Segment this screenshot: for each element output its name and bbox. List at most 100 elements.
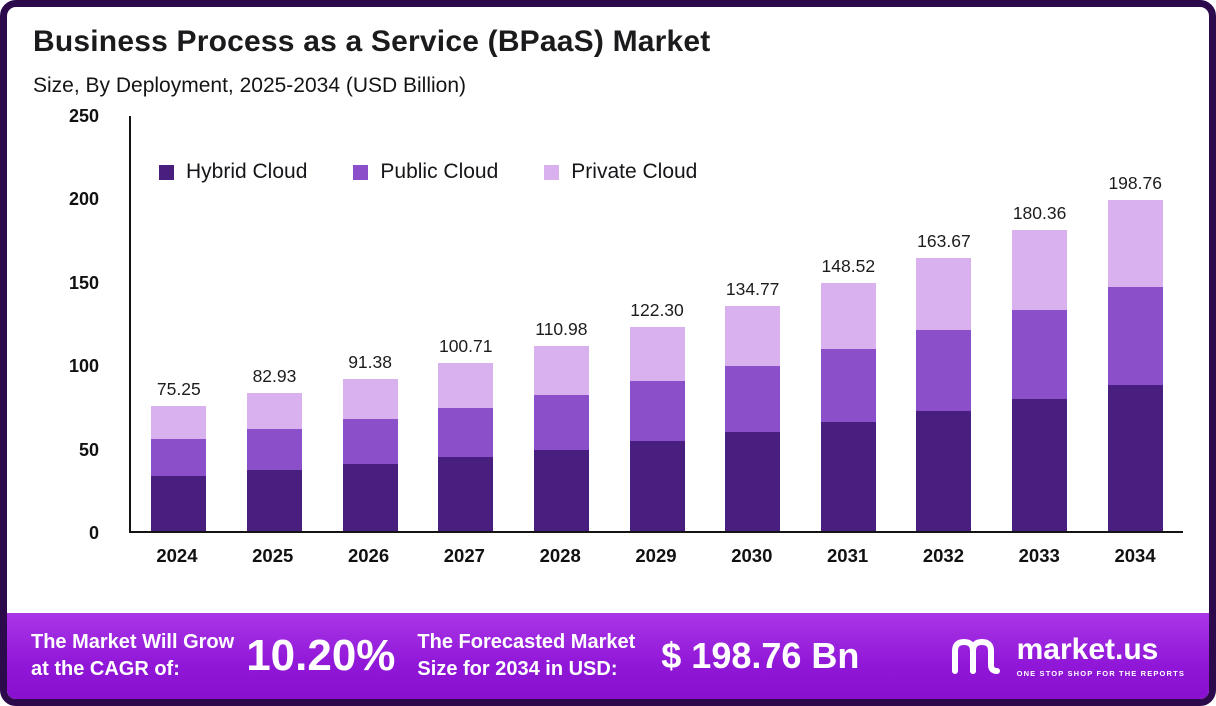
legend: Hybrid Cloud Public Cloud Private Cloud — [159, 160, 697, 184]
y-tick-label: 150 — [68, 272, 99, 293]
chart: 250 200 150 100 50 0 Hybrid Cloud Public Cloud… — [33, 106, 1183, 567]
bar-segment-hybrid-cloud — [916, 410, 972, 531]
stacked-bar — [820, 283, 876, 531]
bar-total-label: 100.71 — [438, 336, 493, 357]
bar-segment-public-cloud — [342, 418, 398, 464]
legend-item: Hybrid Cloud — [159, 160, 307, 184]
bar-segment-public-cloud — [629, 381, 685, 442]
stacked-bar — [629, 327, 685, 531]
brand: market.us ONE STOP SHOP FOR THE REPORTS — [949, 633, 1185, 679]
x-axis-label: 2032 — [922, 545, 964, 566]
stacked-bar — [533, 345, 589, 531]
stacked-bar — [151, 405, 207, 531]
x-axis-label: 2030 — [731, 545, 773, 566]
bar-segment-public-cloud — [820, 348, 876, 422]
legend-item: Public Cloud — [353, 160, 498, 184]
x-axis-label: 2026 — [347, 545, 390, 566]
bar-segment-hybrid-cloud — [629, 441, 685, 531]
bar-segment-hybrid-cloud — [151, 475, 207, 531]
bar-segment-private-cloud — [438, 363, 494, 408]
bar-segment-private-cloud — [916, 258, 972, 331]
y-tick-label: 100 — [68, 356, 99, 377]
bar-group: 91.38 — [322, 116, 418, 531]
bar-segment-private-cloud — [246, 392, 302, 430]
y-axis: 250 200 150 100 50 0 — [33, 106, 99, 543]
bar-segment-hybrid-cloud — [1107, 385, 1163, 531]
bar-segment-hybrid-cloud — [533, 449, 589, 531]
forecast-label-line1: The Forecasted Market — [417, 631, 636, 653]
bar-segment-hybrid-cloud — [725, 432, 781, 531]
stacked-bar — [725, 306, 781, 531]
bar-total-label: 163.67 — [917, 231, 971, 252]
bar-segment-public-cloud — [1012, 309, 1068, 399]
bar-segment-private-cloud — [533, 345, 589, 396]
plot-column: Hybrid Cloud Public Cloud Private Cloud 75… — [129, 116, 1183, 567]
bar-group: 198.76 — [1087, 116, 1183, 531]
x-axis-label: 2029 — [635, 545, 677, 566]
page-title: Business Process as a Service (BPaaS) Ma… — [33, 25, 711, 58]
x-axis-label: 2033 — [1018, 545, 1060, 566]
bar-group: 110.98 — [514, 116, 610, 531]
y-tick-label: 250 — [68, 106, 99, 126]
stacked-bar — [438, 363, 494, 531]
bar-group: 148.52 — [800, 116, 896, 531]
bar-segment-public-cloud — [725, 365, 781, 433]
bar-total-label: 75.25 — [156, 378, 201, 399]
forecast-label: The Forecasted Market Size for 2034 in U… — [417, 629, 635, 683]
stacked-bar — [1107, 199, 1163, 531]
page-subtitle: Size, By Deployment, 2025-2034 (USD Bill… — [33, 74, 467, 97]
cagr-value: 10.20% — [246, 631, 396, 680]
cagr-label-line1: The Market Will Grow — [31, 631, 235, 653]
bar-total-label: 91.38 — [348, 351, 392, 372]
bar-segment-private-cloud — [725, 306, 781, 366]
bar-segment-private-cloud — [629, 327, 685, 382]
legend-label: Private Cloud — [571, 160, 698, 183]
x-axis-label: 2028 — [539, 545, 581, 566]
cagr-label: The Market Will Grow at the CAGR of: — [31, 629, 234, 683]
x-axis-label: 2027 — [443, 545, 485, 566]
market-us-logo-icon — [951, 638, 1000, 674]
bar-group: 163.67 — [896, 116, 992, 531]
legend-item: Private Cloud — [544, 160, 697, 184]
legend-swatch — [353, 164, 369, 180]
bar-segment-private-cloud — [820, 283, 876, 349]
bar-group: 180.36 — [992, 116, 1088, 531]
bar-segment-public-cloud — [533, 395, 589, 450]
bar-total-label: 148.52 — [821, 256, 876, 277]
x-axis-labels: 2024 2025 2026 2027 2028 2029 2030 2031 2032 2033… — [129, 545, 1183, 567]
bar-group: 100.71 — [418, 116, 514, 531]
bar-total-label: 180.36 — [1012, 203, 1067, 224]
legend-label: Public Cloud — [380, 160, 499, 183]
legend-swatch — [159, 164, 174, 180]
x-axis-label: 2031 — [827, 545, 869, 566]
plot: Hybrid Cloud Public Cloud Private Cloud 75… — [129, 116, 1183, 533]
forecast-label-line2: Size for 2034 in USD: — [417, 658, 618, 680]
bar-total-label: 134.77 — [725, 279, 780, 300]
bar-segment-public-cloud — [151, 438, 207, 476]
bar-group: 82.93 — [227, 116, 323, 531]
bar-segment-private-cloud — [151, 405, 207, 439]
x-axis-label: 2034 — [1114, 545, 1156, 566]
bar-segment-public-cloud — [438, 407, 494, 458]
bar-total-label: 198.76 — [1108, 172, 1162, 193]
y-tick-label: 50 — [78, 439, 99, 460]
bar-group: 122.30 — [609, 116, 705, 531]
x-axis-label: 2025 — [252, 545, 294, 566]
bar-segment-private-cloud — [342, 378, 398, 419]
bar-total-label: 110.98 — [535, 318, 588, 339]
stacked-bar — [342, 378, 398, 531]
bar-total-label: 82.93 — [252, 365, 297, 386]
y-tick-label: 0 — [88, 522, 99, 543]
stacked-bar — [246, 392, 302, 531]
bars: 75.25 82.93 91.38 100.71 110.98 122.30 134.77 1… — [131, 116, 1183, 531]
forecast-value: $ 198.76 Bn — [661, 635, 860, 676]
cagr-label-line2: at the CAGR of: — [31, 658, 180, 680]
bar-segment-hybrid-cloud — [820, 421, 876, 531]
bar-segment-private-cloud — [1107, 199, 1163, 288]
x-axis-label: 2024 — [156, 545, 198, 566]
stacked-bar — [916, 258, 972, 531]
bar-segment-public-cloud — [1107, 287, 1163, 386]
y-tick-label: 200 — [68, 189, 99, 210]
bar-segment-hybrid-cloud — [438, 457, 494, 531]
